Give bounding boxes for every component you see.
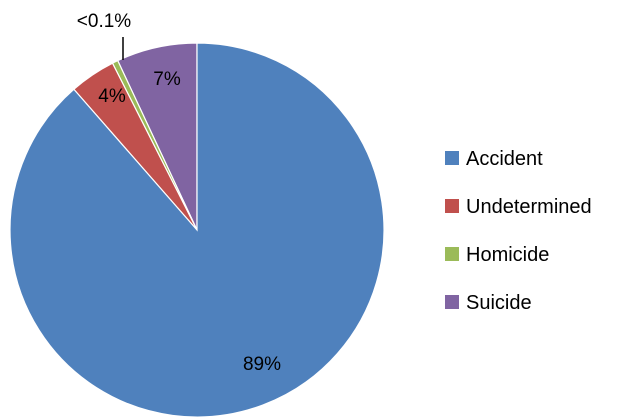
- legend-label-undetermined: Undetermined: [466, 196, 592, 218]
- pie-slice-accident: [9, 42, 385, 418]
- legend-swatch-undetermined: [445, 199, 459, 213]
- legend-swatch-accident: [445, 151, 459, 165]
- data-label-undetermined: 4%: [98, 86, 126, 107]
- data-label-accident: 89%: [243, 354, 281, 375]
- legend-swatch-homicide: [445, 247, 459, 261]
- pie-slices: [9, 42, 385, 418]
- legend-label-homicide: Homicide: [466, 244, 549, 266]
- legend: Accident Undetermined Homicide Suicide: [445, 148, 592, 314]
- data-labels: 89% 4% <0.1% 7%: [77, 11, 281, 375]
- data-label-homicide: <0.1%: [77, 11, 132, 32]
- legend-label-suicide: Suicide: [466, 292, 532, 314]
- data-label-suicide: 7%: [153, 69, 181, 90]
- legend-swatch-suicide: [445, 295, 459, 309]
- legend-label-accident: Accident: [466, 148, 543, 170]
